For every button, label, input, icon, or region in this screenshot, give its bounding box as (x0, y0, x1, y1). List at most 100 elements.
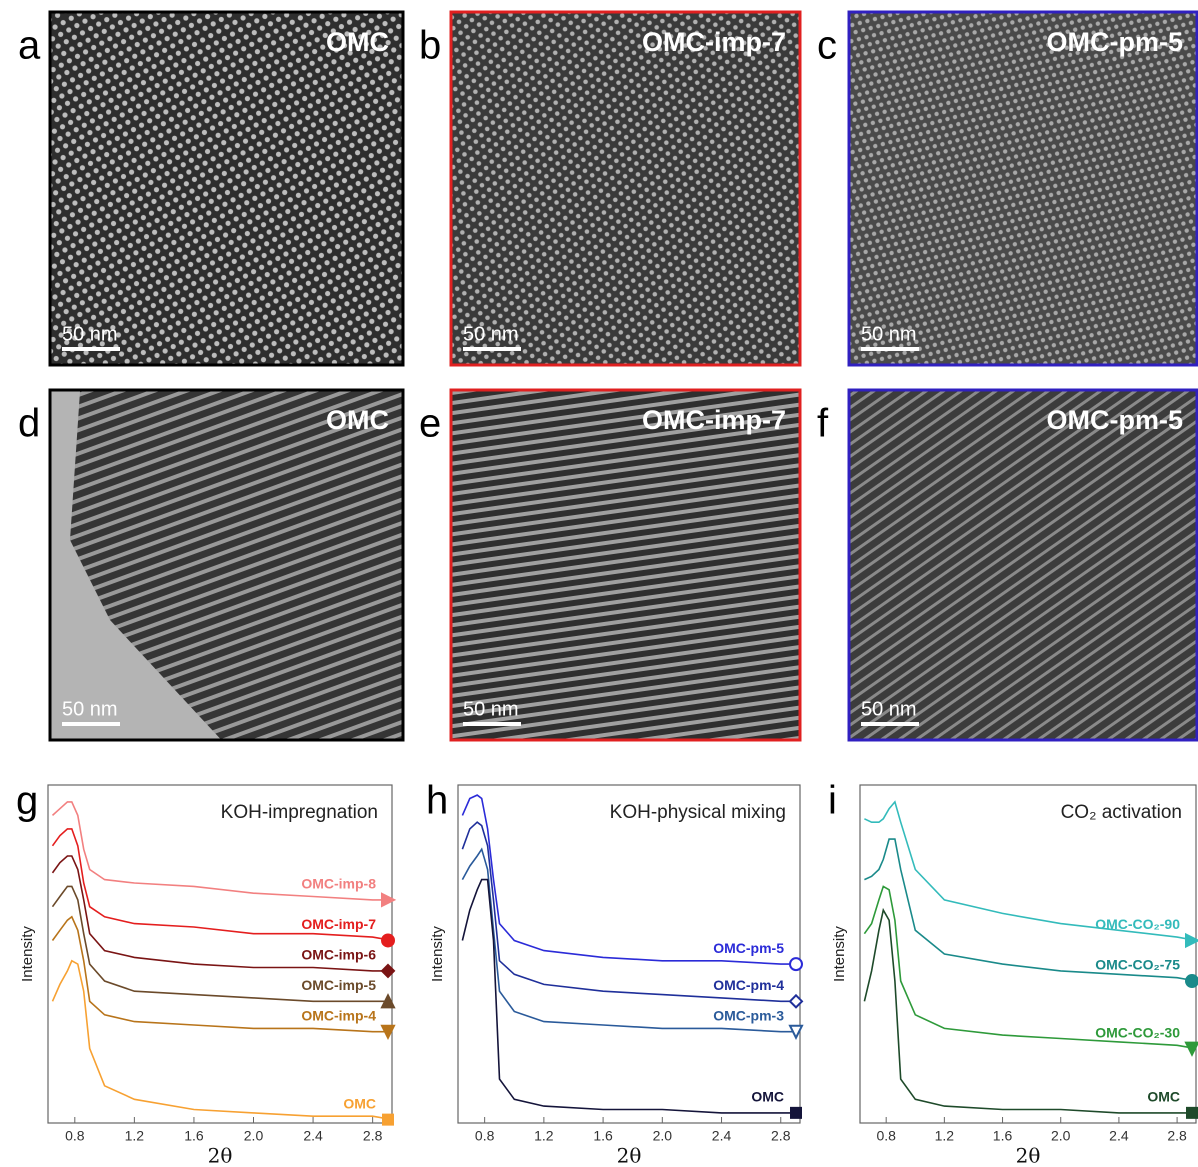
series-marker (788, 1024, 804, 1040)
panel-letter: b (419, 24, 441, 68)
x-tick-label: 2.0 (1051, 1128, 1071, 1144)
x-tick-label: 1.2 (534, 1128, 554, 1144)
x-axis-label: 2θ (208, 1144, 233, 1167)
series-label: OMC-imp-7 (301, 916, 376, 932)
plot-frame (859, 784, 1197, 1124)
series-marker (790, 1106, 802, 1119)
x-tick-label: 2.4 (303, 1128, 323, 1144)
x-axis-label: 2θ (1016, 1144, 1041, 1167)
tem-image (847, 388, 1198, 742)
scale-bar-label: 50 nm (463, 698, 519, 720)
x-tick-label: 2.4 (712, 1128, 732, 1144)
series-label: OMC (751, 1089, 784, 1105)
series-marker (381, 933, 395, 948)
series-marker (788, 993, 804, 1009)
series-marker (1186, 1106, 1198, 1119)
y-axis-label: Intensity (19, 926, 36, 982)
panel-letter: a (18, 24, 41, 68)
x-tick-label: 0.8 (876, 1128, 896, 1144)
x-tick-label: 2.0 (653, 1128, 673, 1144)
series-line (864, 800, 1197, 942)
series-label: OMC-CO₂-30 (1095, 1024, 1180, 1040)
plot-frame (457, 784, 801, 1124)
scale-bar-label: 50 nm (463, 323, 519, 345)
tem-image (449, 10, 802, 367)
plot-frame (47, 784, 393, 1124)
series-label: OMC-pm-4 (713, 977, 784, 993)
series-marker (789, 957, 803, 972)
image-label: OMC-imp-7 (642, 405, 786, 435)
vacuum-region (51, 391, 220, 739)
x-tick-label: 2.0 (244, 1128, 264, 1144)
plot-title: CO₂ activation (1061, 802, 1182, 823)
scale-bar-label: 50 nm (861, 323, 917, 345)
series-marker (1185, 932, 1198, 949)
series-line (863, 907, 1196, 1114)
x-tick-label: 2.8 (363, 1128, 383, 1144)
image-label: OMC (326, 405, 389, 435)
series-line (461, 821, 800, 1003)
series-marker (380, 963, 396, 979)
y-axis-label: Intensity (831, 926, 848, 982)
series-line (51, 885, 392, 1003)
image-label: OMC (326, 27, 389, 57)
series-marker (382, 1113, 394, 1126)
series-line (461, 878, 800, 1114)
series-line (51, 855, 392, 972)
panel-letter: c (817, 24, 837, 68)
plot-title: KOH-physical mixing (610, 802, 786, 823)
scale-bar-label: 50 nm (62, 698, 118, 720)
panel-letter: e (419, 402, 441, 446)
scale-bar-label: 50 nm (861, 698, 917, 720)
x-tick-label: 1.6 (593, 1128, 613, 1144)
series-marker (381, 892, 397, 908)
image-label: OMC-pm-5 (1047, 405, 1184, 435)
series-label: OMC-imp-5 (301, 977, 376, 993)
x-axis-label: 2θ (617, 1144, 642, 1167)
scale-bar-label: 50 nm (62, 323, 118, 345)
series-label: OMC-CO₂-75 (1095, 957, 1180, 973)
panel-letter: f (817, 402, 829, 446)
tem-image (449, 388, 802, 742)
image-label: OMC-pm-5 (1047, 27, 1184, 57)
series-marker (380, 1024, 396, 1040)
series-label: OMC (1147, 1089, 1180, 1105)
series-label: OMC-pm-5 (713, 940, 784, 956)
x-tick-label: 0.8 (475, 1128, 495, 1144)
plot-title: KOH-impregnation (221, 802, 378, 823)
x-tick-label: 1.2 (935, 1128, 955, 1144)
series-marker (1185, 974, 1198, 989)
image-label: OMC-imp-7 (642, 27, 786, 57)
y-axis-label: Intensity (429, 926, 446, 982)
series-line (461, 847, 800, 1033)
series-line (461, 794, 800, 965)
series-line (51, 915, 392, 1033)
panel-letter: g (16, 779, 38, 823)
series-line (51, 828, 393, 942)
series-line (51, 959, 393, 1121)
panel-letter: h (426, 779, 448, 823)
panel-letter: d (18, 402, 40, 446)
series-label: OMC-imp-6 (301, 947, 376, 963)
tem-image (847, 10, 1198, 367)
series-line (864, 838, 1197, 982)
x-tick-label: 1.6 (993, 1128, 1013, 1144)
x-tick-label: 2.4 (1109, 1128, 1129, 1144)
series-line (863, 885, 1197, 1050)
x-tick-label: 2.8 (771, 1128, 791, 1144)
tem-image (48, 10, 405, 367)
x-tick-label: 0.8 (65, 1128, 85, 1144)
series-label: OMC-pm-3 (713, 1007, 784, 1023)
series-line (51, 801, 392, 901)
series-label: OMC-imp-8 (301, 876, 376, 892)
series-marker (1184, 1041, 1198, 1057)
series-label: OMC-imp-4 (301, 1007, 376, 1023)
x-tick-label: 2.8 (1167, 1128, 1187, 1144)
series-label: OMC-CO₂-90 (1095, 916, 1180, 932)
x-tick-label: 1.6 (184, 1128, 204, 1144)
panel-letter: i (828, 779, 837, 823)
x-tick-label: 1.2 (125, 1128, 145, 1144)
series-marker (380, 993, 396, 1009)
